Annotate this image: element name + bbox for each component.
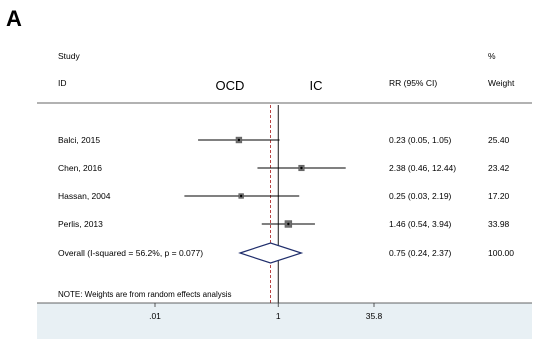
study-ci-text: 1.46 (0.54, 3.94) <box>389 219 452 229</box>
study-row: Chen, 2016 2.38 (0.46, 12.44) 23.42 <box>58 163 510 173</box>
overall-label: Overall (I-squared = 56.2%, p = 0.077) <box>58 248 203 258</box>
header-weight-top: % <box>488 51 496 61</box>
panel-label: A <box>6 6 22 31</box>
weights-note: NOTE: Weights are from random effects an… <box>58 290 232 299</box>
overall-diamond <box>238 242 304 264</box>
forest-marks: Balci, 2015 0.23 (0.05, 1.05) 25.40 Chen, 2… <box>58 105 514 303</box>
study-weight-text: 25.40 <box>488 135 510 145</box>
overall-row: Overall (I-squared = 56.2%, p = 0.077) 0.… <box>58 242 514 264</box>
study-label: Balci, 2015 <box>58 135 100 145</box>
study-ci-text: 2.38 (0.46, 12.44) <box>389 163 456 173</box>
study-point <box>287 222 290 226</box>
overall-ci-text: 0.75 (0.24, 2.37) <box>389 248 452 258</box>
study-label: Perlis, 2013 <box>58 219 103 229</box>
study-weight-text: 23.42 <box>488 163 510 173</box>
header-group-right: IC <box>310 78 323 93</box>
study-row: Balci, 2015 0.23 (0.05, 1.05) 25.40 <box>58 135 510 145</box>
x-tick-label: 1 <box>276 311 281 321</box>
header-group-left: OCD <box>216 78 245 93</box>
header-study-bottom: ID <box>58 78 67 88</box>
study-point <box>239 194 243 198</box>
study-weight-text: 17.20 <box>488 191 510 201</box>
header-weight-bottom: Weight <box>488 78 515 88</box>
study-label: Hassan, 2004 <box>58 191 111 201</box>
forest-plot-area: Study ID OCD IC RR (95% CI) % Weight Bal… <box>37 33 532 339</box>
header-study-top: Study <box>58 51 80 61</box>
study-row: Perlis, 2013 1.46 (0.54, 3.94) 33.98 <box>58 219 510 229</box>
study-label: Chen, 2016 <box>58 163 102 173</box>
study-ci-text: 0.23 (0.05, 1.05) <box>389 135 452 145</box>
study-weight-text: 33.98 <box>488 219 510 229</box>
x-tick-label: .01 <box>149 311 161 321</box>
x-axis-ticks: .01 1 35.8 <box>149 303 383 321</box>
study-row: Hassan, 2004 0.25 (0.03, 2.19) 17.20 <box>58 191 510 201</box>
x-tick-label: 35.8 <box>366 311 383 321</box>
header-effect: RR (95% CI) <box>389 78 437 88</box>
overall-weight-text: 100.00 <box>488 248 514 258</box>
study-point <box>300 166 303 170</box>
study-ci-text: 0.25 (0.03, 2.19) <box>389 191 452 201</box>
forest-plot: Study ID OCD IC RR (95% CI) % Weight Bal… <box>37 33 532 321</box>
study-point <box>237 138 241 142</box>
